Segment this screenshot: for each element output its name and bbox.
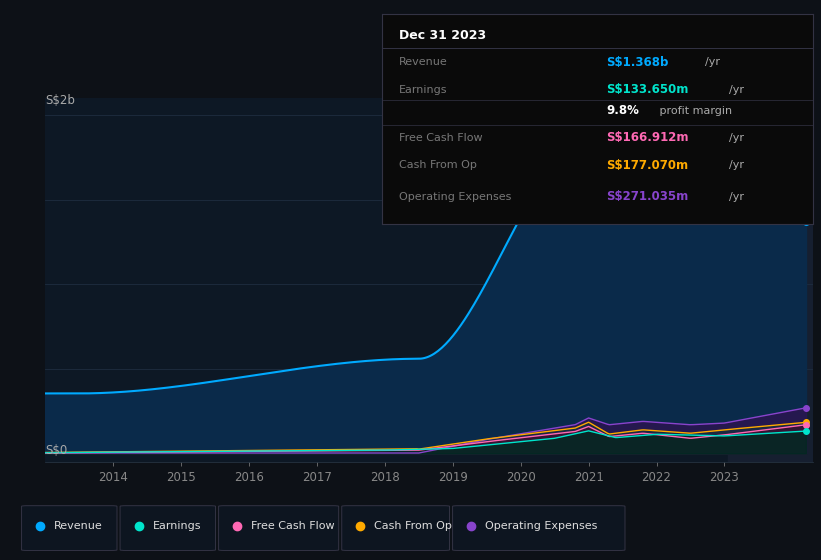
Text: profit margin: profit margin: [656, 106, 732, 115]
FancyBboxPatch shape: [21, 506, 117, 550]
Text: Free Cash Flow: Free Cash Flow: [399, 133, 483, 143]
Text: /yr: /yr: [729, 133, 744, 143]
FancyBboxPatch shape: [452, 506, 625, 550]
Text: Operating Expenses: Operating Expenses: [485, 521, 598, 531]
Text: S$0: S$0: [45, 444, 67, 458]
Text: Free Cash Flow: Free Cash Flow: [251, 521, 335, 531]
Text: Earnings: Earnings: [399, 85, 447, 95]
Text: /yr: /yr: [729, 192, 744, 202]
Text: Cash From Op: Cash From Op: [399, 160, 477, 170]
Text: /yr: /yr: [729, 160, 744, 170]
Text: S$1.368b: S$1.368b: [606, 56, 668, 69]
Bar: [728, 98, 821, 462]
Text: /yr: /yr: [704, 57, 719, 67]
Text: S$133.650m: S$133.650m: [606, 83, 688, 96]
Text: Dec 31 2023: Dec 31 2023: [399, 29, 486, 41]
Text: Revenue: Revenue: [54, 521, 103, 531]
Text: S$2b: S$2b: [45, 94, 75, 108]
Text: Cash From Op: Cash From Op: [374, 521, 452, 531]
Text: /yr: /yr: [729, 85, 744, 95]
FancyBboxPatch shape: [342, 506, 450, 550]
Text: Earnings: Earnings: [153, 521, 201, 531]
FancyBboxPatch shape: [120, 506, 215, 550]
Text: Revenue: Revenue: [399, 57, 447, 67]
FancyBboxPatch shape: [218, 506, 339, 550]
Text: S$166.912m: S$166.912m: [606, 132, 688, 144]
Text: Operating Expenses: Operating Expenses: [399, 192, 511, 202]
Text: 9.8%: 9.8%: [606, 104, 639, 117]
Text: S$177.070m: S$177.070m: [606, 158, 688, 172]
Text: S$271.035m: S$271.035m: [606, 190, 688, 203]
